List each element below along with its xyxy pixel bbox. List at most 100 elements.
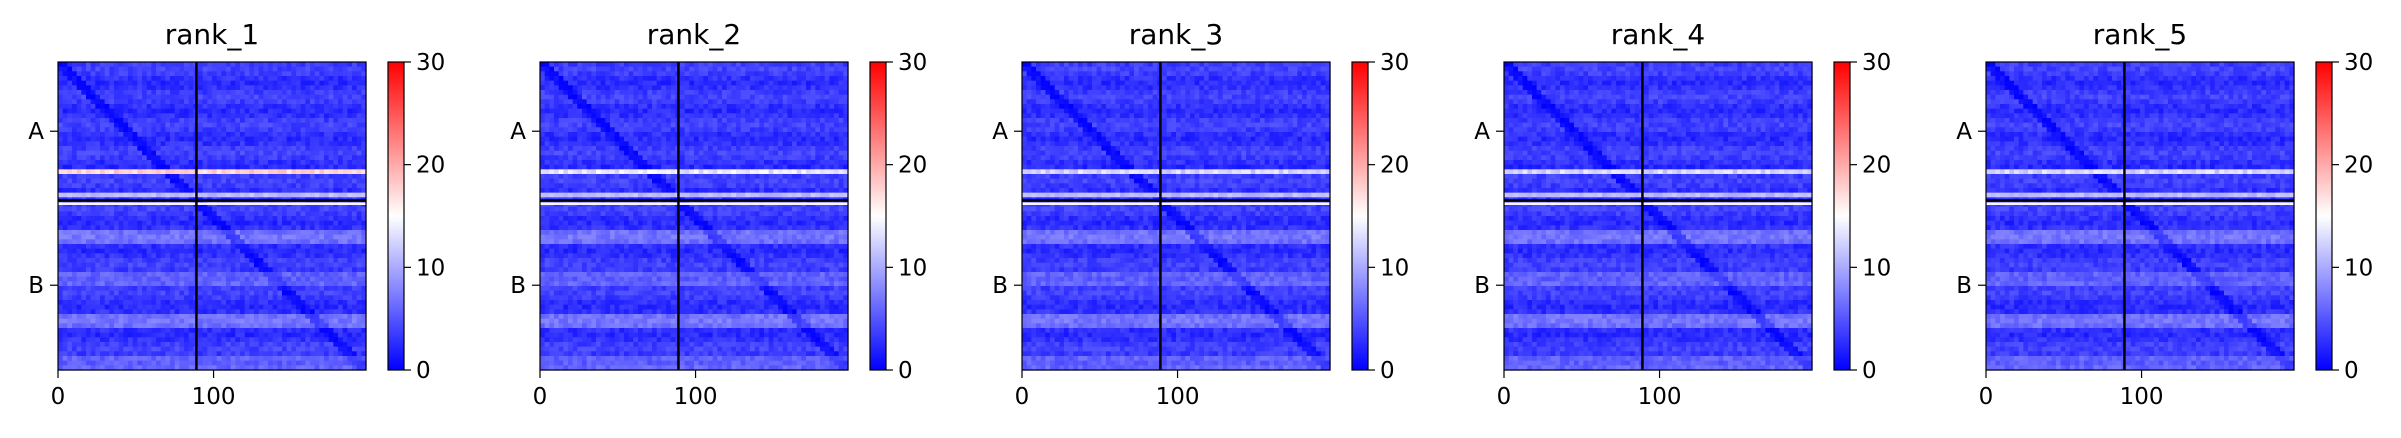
heatmap-cell bbox=[137, 216, 143, 222]
heatmap-cell bbox=[291, 71, 297, 77]
heatmap-cell bbox=[160, 286, 166, 292]
heatmap-cell bbox=[342, 85, 348, 91]
heatmap-cell bbox=[286, 178, 292, 184]
heatmap-cell bbox=[146, 127, 152, 133]
heatmap-cell bbox=[151, 230, 157, 236]
heatmap-cell bbox=[179, 276, 185, 282]
heatmap-cell bbox=[328, 304, 334, 310]
heatmap-cell bbox=[230, 304, 236, 310]
heatmap-cell bbox=[277, 323, 283, 329]
heatmap-cell bbox=[731, 94, 737, 100]
heatmap-cell bbox=[300, 108, 306, 114]
heatmap-cell bbox=[670, 71, 676, 77]
heatmap-cell bbox=[230, 328, 236, 334]
heatmap-cell bbox=[820, 62, 826, 68]
heatmap-cell bbox=[792, 99, 798, 105]
heatmap-cell bbox=[72, 188, 78, 194]
heatmap-cell bbox=[792, 62, 798, 68]
heatmap-cell bbox=[544, 62, 550, 68]
heatmap-cell bbox=[291, 318, 297, 324]
heatmap-cell bbox=[328, 85, 334, 91]
heatmap-cell bbox=[296, 211, 302, 217]
heatmap-cell bbox=[114, 150, 120, 156]
heatmap-cell bbox=[272, 276, 278, 282]
heatmap-cell bbox=[198, 295, 204, 301]
heatmap-cell bbox=[254, 174, 260, 180]
heatmap-cell bbox=[226, 216, 232, 222]
heatmap-cell bbox=[165, 300, 171, 306]
heatmap-cell bbox=[652, 71, 658, 77]
heatmap-cell bbox=[76, 272, 82, 278]
heatmap-cell bbox=[796, 66, 802, 72]
heatmap-cell bbox=[305, 253, 311, 259]
heatmap-cell bbox=[296, 234, 302, 240]
heatmap-cell bbox=[319, 290, 325, 296]
heatmap-cell bbox=[72, 113, 78, 119]
heatmap-cell bbox=[356, 71, 362, 77]
heatmap-cell bbox=[684, 66, 690, 72]
heatmap-cell bbox=[258, 76, 264, 82]
heatmap-cell bbox=[638, 90, 644, 96]
heatmap-cell bbox=[600, 94, 606, 100]
heatmap-cell bbox=[230, 164, 236, 170]
heatmap-cell bbox=[282, 146, 288, 152]
heatmap-cell bbox=[202, 146, 208, 152]
heatmap-cell bbox=[160, 351, 166, 357]
heatmap-cell bbox=[680, 80, 686, 86]
heatmap-cell bbox=[286, 300, 292, 306]
heatmap-cell bbox=[230, 127, 236, 133]
heatmap-cell bbox=[277, 356, 283, 362]
heatmap-cell bbox=[118, 337, 124, 343]
heatmap-cell bbox=[361, 155, 367, 161]
heatmap-cell bbox=[100, 258, 106, 264]
heatmap-cell bbox=[324, 239, 330, 245]
heatmap-cell bbox=[258, 337, 264, 343]
heatmap-cell bbox=[286, 290, 292, 296]
heatmap-cell bbox=[796, 90, 802, 96]
heatmap-cell bbox=[282, 304, 288, 310]
heatmap-cell bbox=[137, 239, 143, 245]
heatmap-cell bbox=[184, 300, 190, 306]
heatmap-cell bbox=[226, 71, 232, 77]
heatmap-cell bbox=[342, 295, 348, 301]
heatmap-cell bbox=[128, 164, 134, 170]
heatmap-cell bbox=[235, 99, 241, 105]
heatmap-cell bbox=[282, 272, 288, 278]
heatmap-cell bbox=[160, 332, 166, 338]
heatmap-cell bbox=[226, 62, 232, 68]
heatmap-cell bbox=[104, 66, 110, 72]
heatmap-cell bbox=[118, 132, 124, 138]
heatmap-cell bbox=[226, 248, 232, 254]
heatmap-cell bbox=[240, 360, 246, 366]
heatmap-cell bbox=[72, 146, 78, 152]
heatmap-cell bbox=[291, 248, 297, 254]
heatmap-cell bbox=[109, 178, 115, 184]
heatmap-cell bbox=[128, 94, 134, 100]
heatmap-cell bbox=[67, 104, 73, 110]
heatmap-cell bbox=[216, 80, 222, 86]
heatmap-cell bbox=[142, 122, 148, 128]
heatmap-cell bbox=[258, 281, 264, 287]
heatmap-cell bbox=[221, 276, 227, 282]
heatmap-cell bbox=[824, 62, 830, 68]
heatmap-cell bbox=[72, 356, 78, 362]
heatmap-cell bbox=[76, 230, 82, 236]
heatmap-cell bbox=[67, 332, 73, 338]
heatmap-cell bbox=[305, 192, 311, 198]
heatmap-cell bbox=[109, 192, 115, 198]
heatmap-cell bbox=[100, 234, 106, 240]
heatmap-cell bbox=[123, 183, 129, 189]
heatmap-cell bbox=[689, 80, 695, 86]
heatmap-cell bbox=[198, 230, 204, 236]
heatmap-cell bbox=[165, 136, 171, 142]
heatmap-cell bbox=[160, 281, 166, 287]
heatmap-cell bbox=[347, 188, 353, 194]
heatmap-cell bbox=[310, 342, 316, 348]
heatmap-cell bbox=[647, 62, 653, 68]
heatmap-cell bbox=[272, 286, 278, 292]
heatmap-cell bbox=[806, 71, 812, 77]
heatmap-cell bbox=[95, 309, 101, 315]
heatmap-cell bbox=[240, 295, 246, 301]
heatmap-cell bbox=[314, 248, 320, 254]
heatmap-cell bbox=[221, 174, 227, 180]
